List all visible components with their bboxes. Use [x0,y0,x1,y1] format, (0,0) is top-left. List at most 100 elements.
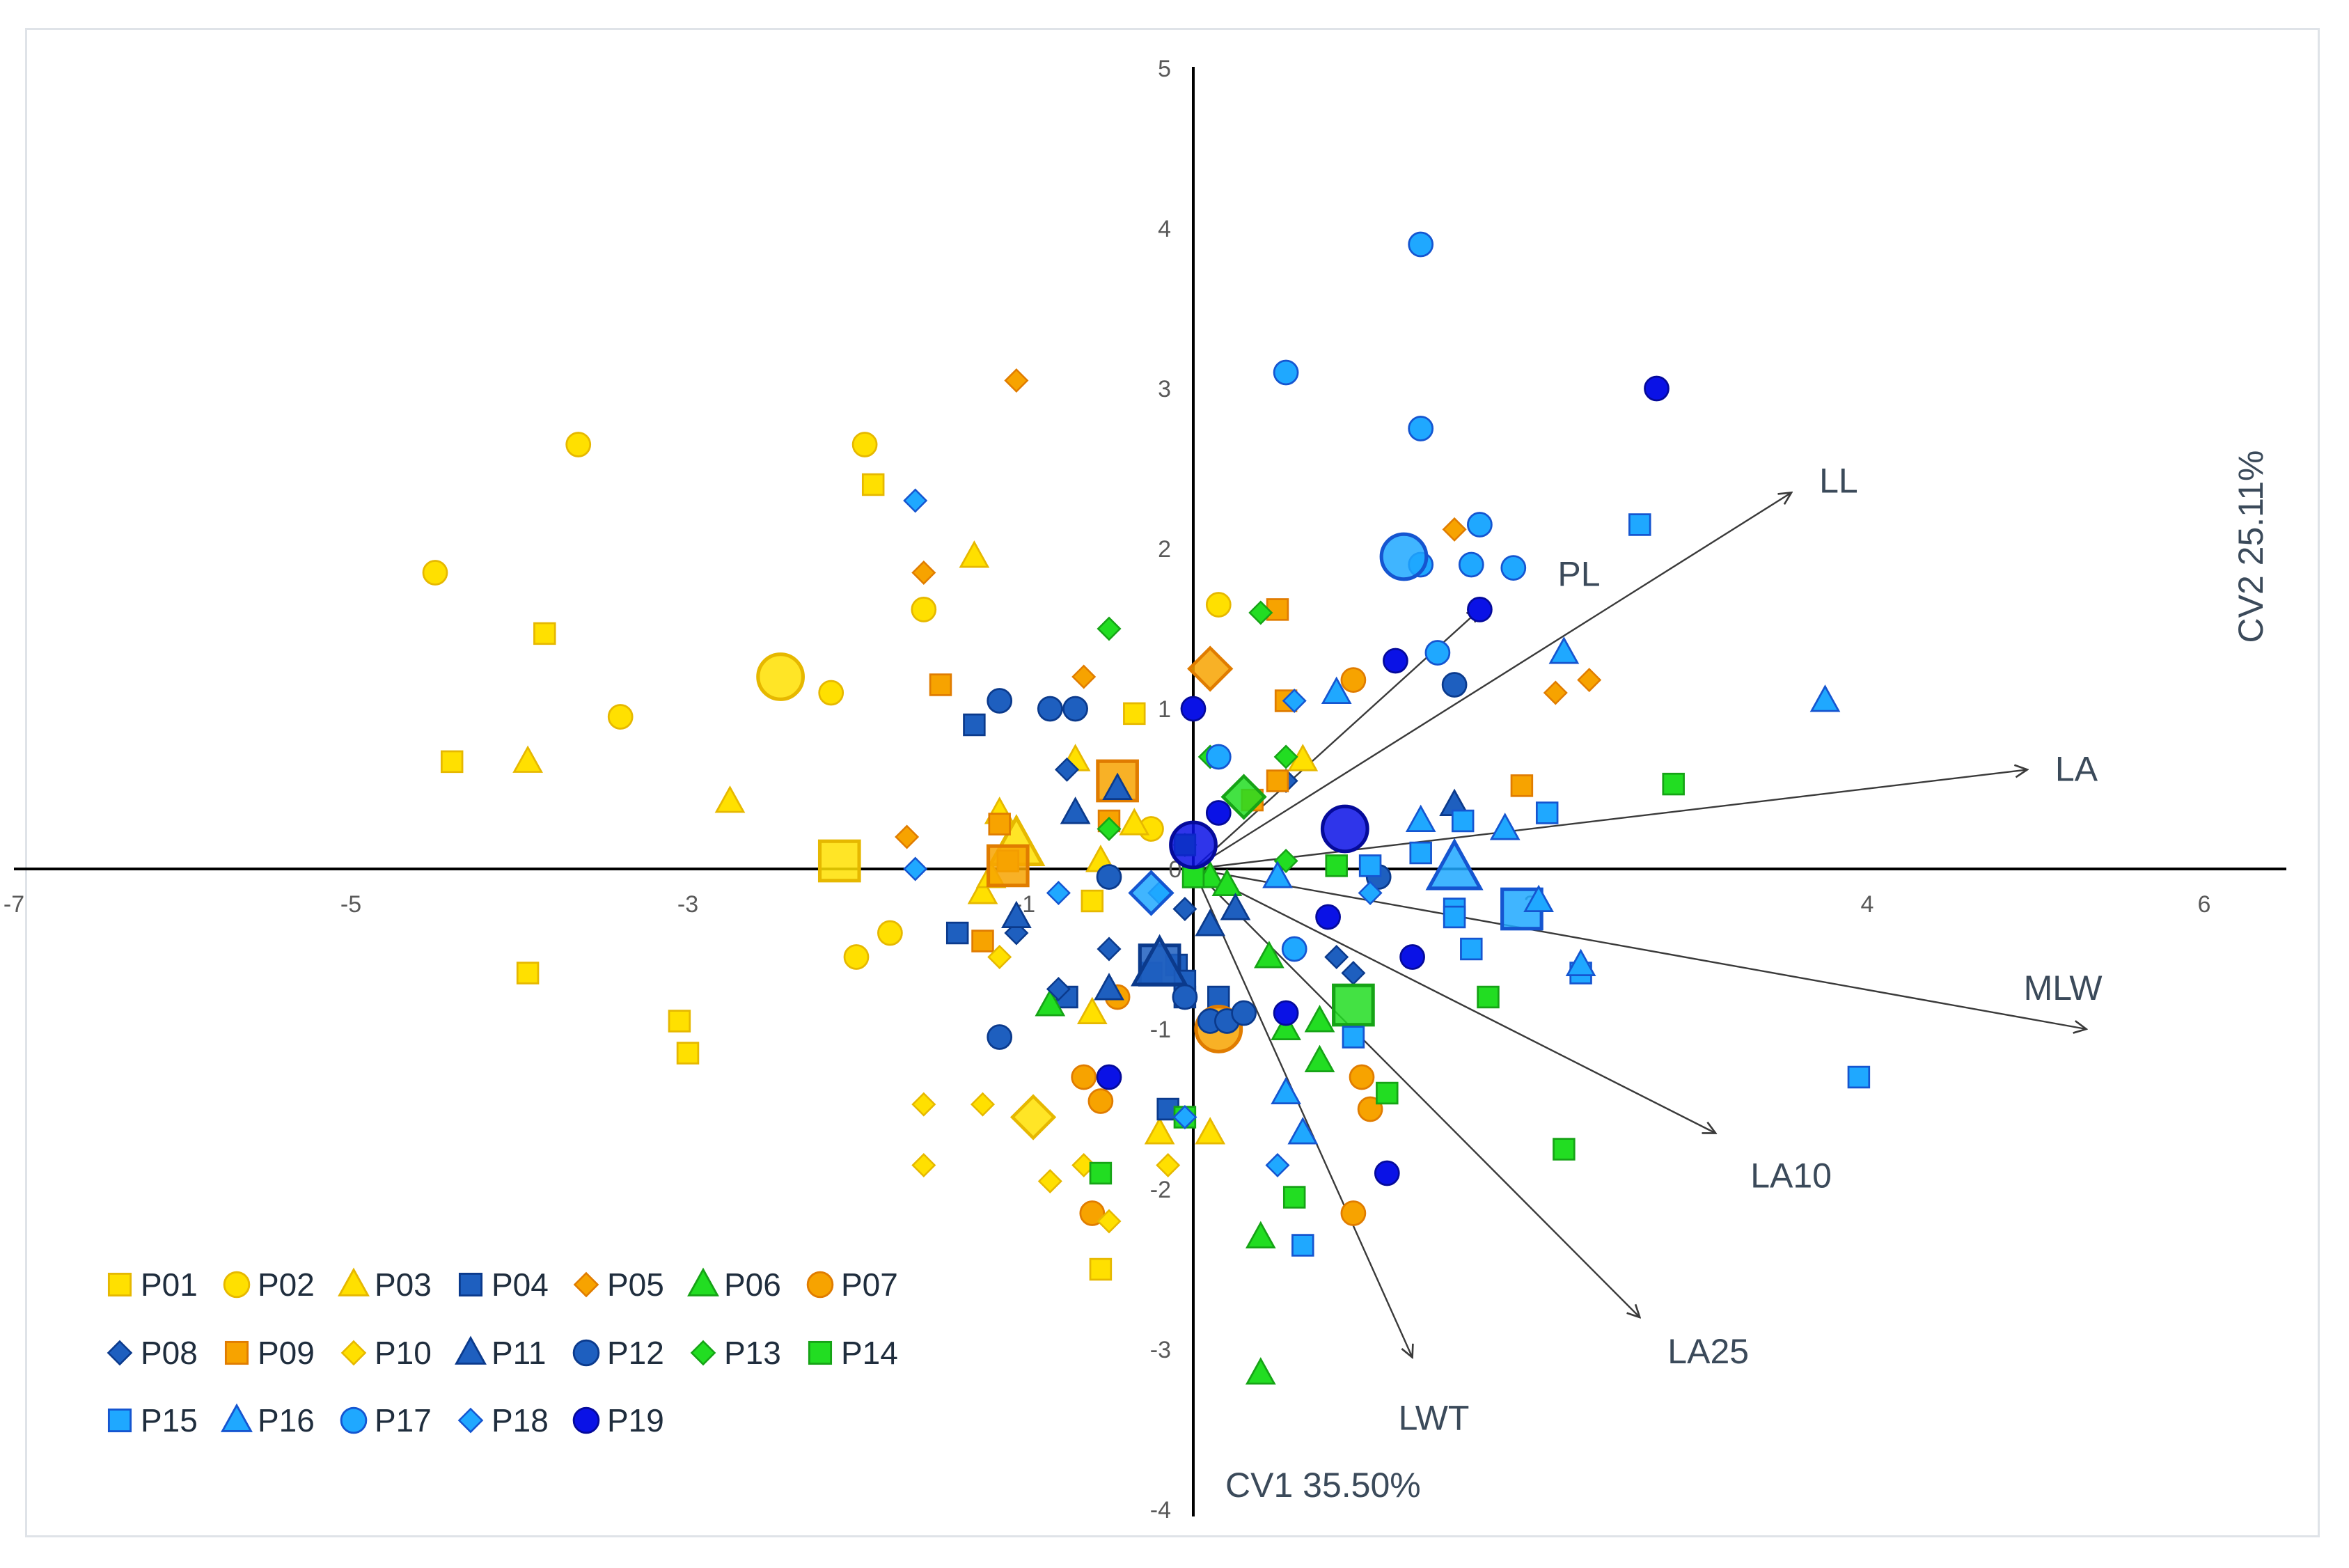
legend-marker-p12 [572,1339,600,1367]
point-p17-2 [1408,416,1434,441]
point-p17-4 [1458,551,1484,578]
point-p10-5 [1071,1152,1097,1178]
series-p12 [987,672,1468,1050]
point-p04-6 [1207,985,1230,1009]
series-p17 [1205,231,1527,962]
point-p01-7 [1081,889,1104,913]
point-p16-10 [1262,861,1293,888]
vector-label-mlw: MLW [2024,969,2103,1008]
point-p09-6 [1266,598,1289,621]
point-p10-6 [1097,1209,1122,1234]
x-tick-label-3: -3 [677,891,698,918]
vector-la10 [1193,868,1715,1134]
point-p14-2 [1325,854,1348,877]
point-p17-0 [1408,231,1434,258]
point-p05-3 [895,824,920,849]
point-p14-6 [1282,1186,1306,1209]
point-p07-6 [1349,1064,1375,1090]
legend-label-p19: P19 [607,1402,664,1438]
series-p18 [903,488,1383,1178]
point-p02-3 [818,680,844,706]
point-p14-7 [1376,1081,1399,1105]
point-p09-1 [988,813,1011,836]
legend-item-p13: P13 [690,1335,781,1371]
point-p18-2 [1282,688,1307,714]
y-tick-label-2: -2 [1150,1177,1171,1203]
point-p04-1 [945,921,969,945]
point-p16-7 [1271,1076,1301,1105]
legend-label-p10: P10 [375,1335,432,1371]
point-p18-3 [1046,880,1071,906]
vector-label-pl: PL [1557,554,1600,593]
point-p08-6 [1341,960,1366,986]
centroid-p13-6 [1220,774,1267,820]
point-p05-4 [1442,517,1467,542]
y-tick-label-4: 4 [1158,216,1171,242]
point-p06-4 [1271,1012,1301,1041]
point-p13-4 [1273,744,1298,769]
legend-marker-p05 [573,1271,599,1298]
point-p17-6 [1500,555,1527,581]
point-p19-8 [1096,1064,1122,1090]
point-p08-7 [1172,896,1197,922]
point-p02-4 [851,432,878,457]
series-p15 [1291,513,1871,1257]
legend-label-p17: P17 [375,1402,432,1438]
y-tick-label-5: 5 [1158,56,1171,82]
point-p10-7 [1156,1152,1181,1178]
centroid-p10-8 [1009,1094,1057,1140]
point-p12-5 [1172,984,1198,1010]
legend-label-p08: P08 [141,1335,198,1371]
point-p03-2 [959,540,990,568]
point-p03-10 [1076,996,1108,1025]
x-axis-label: CV1 35.50% [1225,1466,1421,1505]
point-p06-5 [1304,1005,1335,1033]
point-p19-0 [1644,375,1670,402]
legend-marker-p08 [107,1340,133,1366]
point-p18-0 [903,488,928,513]
point-p12-3 [1096,864,1122,890]
legend-item-p09: P09 [224,1335,315,1371]
legend-item-p15: P15 [107,1402,198,1438]
point-p06-2 [1211,868,1243,897]
point-p12-2 [1062,696,1088,722]
legend-label-p18: P18 [492,1402,549,1438]
point-p12-1 [1037,696,1063,722]
point-p19-1 [1467,597,1493,622]
legend-marker-p14 [808,1340,833,1365]
point-p06-7 [1245,1221,1276,1249]
y-tick-label-1: -1 [1150,1017,1171,1043]
point-p05-2 [1071,664,1097,689]
legend-marker-p04 [458,1272,483,1297]
point-p15-8 [1847,1065,1871,1089]
legend-marker-p03 [338,1267,370,1296]
point-p17-1 [1273,359,1299,386]
centroid-p01-9 [817,839,861,883]
point-p17-7 [1424,640,1451,666]
point-p11-5 [1195,909,1226,936]
point-p19-3 [1180,696,1207,722]
y-tick-label-1: 1 [1158,696,1171,723]
point-p15-2 [1451,809,1475,833]
point-p10-1 [970,1092,996,1117]
x-tick-label-6: 6 [2198,891,2211,918]
centroid-p17-10 [1379,532,1429,581]
point-p11-1 [1060,797,1091,824]
legend-item-p08: P08 [107,1335,198,1371]
point-p08-5 [1324,944,1349,970]
point-p11-2 [1102,772,1133,801]
centroid-p09-11 [986,844,1030,888]
vector-label-la: LA [2055,749,2098,788]
y-tick-label-3: -3 [1150,1337,1171,1363]
legend-label-p01: P01 [141,1267,198,1303]
point-p07-5 [1340,667,1367,693]
point-p15-0 [1628,513,1651,536]
legend-marker-p07 [806,1271,834,1299]
point-p15-10 [1291,1234,1314,1257]
legend-marker-p09 [224,1340,249,1365]
point-p06-6 [1304,1044,1335,1073]
legend-label-p16: P16 [258,1402,315,1438]
point-p02-7 [877,920,903,946]
